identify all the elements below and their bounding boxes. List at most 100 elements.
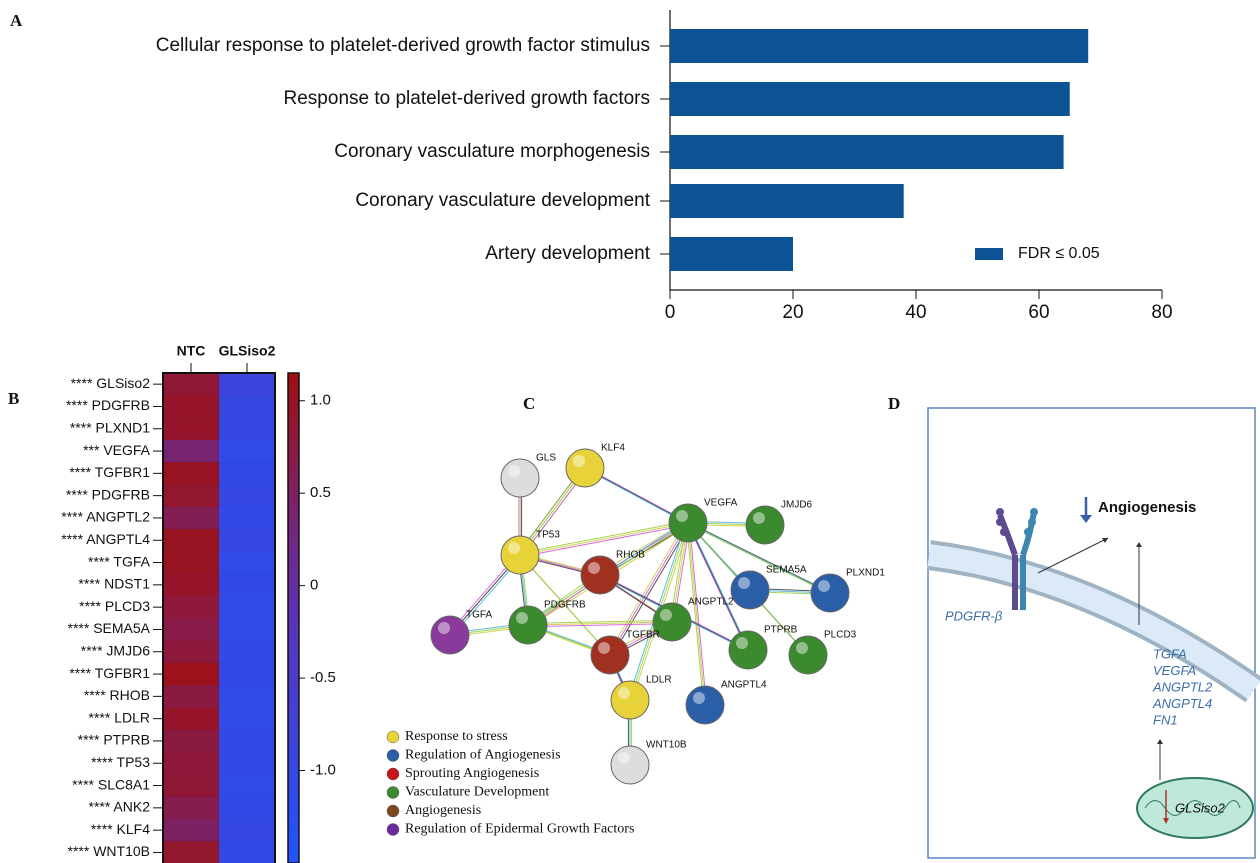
heat-cell xyxy=(163,373,219,396)
node-label: PLCD3 xyxy=(824,630,857,641)
node-highlight xyxy=(818,580,830,592)
category-label: Coronary vasculature morphogenesis xyxy=(334,141,650,162)
heat-cell xyxy=(219,618,275,641)
heat-cell xyxy=(163,841,219,863)
heat-cell xyxy=(219,529,275,552)
row-label: **** TGFA xyxy=(88,553,151,569)
row-label: **** PDGFRB xyxy=(66,397,150,413)
diagram-panel: Angiogenesis PDGFR-β GLSiso2 xyxy=(928,408,1255,858)
row-label: *** VEGFA xyxy=(83,442,151,458)
heat-cell xyxy=(219,551,275,574)
node-label: PDGFRB xyxy=(544,600,586,611)
heat-cell xyxy=(219,708,275,731)
heat-cell xyxy=(163,708,219,731)
network-node xyxy=(611,681,649,719)
row-label: **** TGFBR1 xyxy=(69,464,150,480)
network-node xyxy=(501,536,539,574)
row-label: **** PDGFRB xyxy=(66,486,150,502)
legend-dot xyxy=(387,768,399,780)
heat-cell xyxy=(163,663,219,686)
node-highlight xyxy=(738,577,750,589)
network-edge xyxy=(688,523,705,705)
legend-label: Response to stress xyxy=(405,729,508,744)
heat-cell xyxy=(219,685,275,708)
heat-cell xyxy=(163,774,219,797)
heat-cell xyxy=(163,730,219,753)
legend-label: Sprouting Angiogenesis xyxy=(405,766,539,781)
gene-label: ANGPTL2 xyxy=(1152,679,1213,694)
column-label: GLSiso2 xyxy=(219,343,276,359)
heat-cell xyxy=(163,529,219,552)
heat-cell xyxy=(219,373,275,396)
colorbar-tick-label: -0.5 xyxy=(310,669,336,686)
network-node xyxy=(746,506,784,544)
node-label: TGFBR xyxy=(626,630,660,641)
node-highlight xyxy=(588,562,600,574)
row-label: **** WNT10B xyxy=(68,843,150,859)
node-highlight xyxy=(753,512,765,524)
legend-label: Regulation of Epidermal Growth Factors xyxy=(405,822,634,837)
heat-cell xyxy=(163,574,219,597)
heat-cell xyxy=(163,819,219,842)
network-node xyxy=(581,556,619,594)
heat-cell xyxy=(163,641,219,664)
heat-cell xyxy=(219,819,275,842)
node-highlight xyxy=(796,642,808,654)
heat-cell xyxy=(219,395,275,418)
heat-cell xyxy=(163,418,219,441)
row-label: **** TP53 xyxy=(91,754,150,770)
network-node xyxy=(566,449,604,487)
figure: A B C D Angiogenesis PDGFR-β GLSiso2 xyxy=(0,0,1260,863)
heat-cell xyxy=(163,596,219,619)
colorbar-tick-label: 0 xyxy=(310,577,318,594)
node-highlight xyxy=(736,637,748,649)
colorbar-tick-label: 0.5 xyxy=(310,484,331,501)
bar xyxy=(670,184,904,218)
network-node xyxy=(611,746,649,784)
network-node xyxy=(729,631,767,669)
heat-cell xyxy=(219,440,275,463)
heat-cell xyxy=(219,797,275,820)
x-tick-label: 20 xyxy=(782,302,803,323)
gene-label: TGFA xyxy=(1153,646,1187,661)
network-edge xyxy=(690,525,707,707)
node-highlight xyxy=(508,542,520,554)
node-highlight xyxy=(598,642,610,654)
node-highlight xyxy=(438,622,450,634)
bar xyxy=(670,135,1064,169)
x-tick-label: 60 xyxy=(1028,302,1049,323)
legend-dot xyxy=(387,787,399,799)
row-label: **** SLC8A1 xyxy=(72,776,150,792)
node-highlight xyxy=(573,455,585,467)
row-label: **** KLF4 xyxy=(91,821,150,837)
row-label: **** ANGPTL4 xyxy=(61,531,150,547)
network-node xyxy=(509,606,547,644)
network-node xyxy=(501,459,539,497)
heat-cell xyxy=(163,440,219,463)
network-node xyxy=(789,636,827,674)
node-label: TGFA xyxy=(466,610,492,621)
row-label: **** RHOB xyxy=(84,687,150,703)
column-label: NTC xyxy=(177,343,206,359)
node-label: PLXND1 xyxy=(846,568,885,579)
network-node xyxy=(591,636,629,674)
heat-cell xyxy=(163,507,219,530)
heat-cell xyxy=(219,574,275,597)
node-label: PTPRB xyxy=(764,625,798,636)
network-node xyxy=(811,574,849,612)
row-label: **** ANK2 xyxy=(89,799,151,815)
heat-cell xyxy=(219,485,275,508)
heat-cell xyxy=(163,752,219,775)
panel-label: C xyxy=(523,394,535,413)
node-label: ANGPTL2 xyxy=(688,597,734,608)
gene-label: ANGPTL4 xyxy=(1152,696,1212,711)
heat-cell xyxy=(219,730,275,753)
heat-cell xyxy=(219,641,275,664)
x-tick-label: 0 xyxy=(665,302,676,323)
node-label: LDLR xyxy=(646,675,672,686)
heat-cell xyxy=(163,395,219,418)
node-label: ANGPTL4 xyxy=(721,680,767,691)
node-label: KLF4 xyxy=(601,443,625,454)
heat-cell xyxy=(219,663,275,686)
node-label: VEGFA xyxy=(704,498,738,509)
